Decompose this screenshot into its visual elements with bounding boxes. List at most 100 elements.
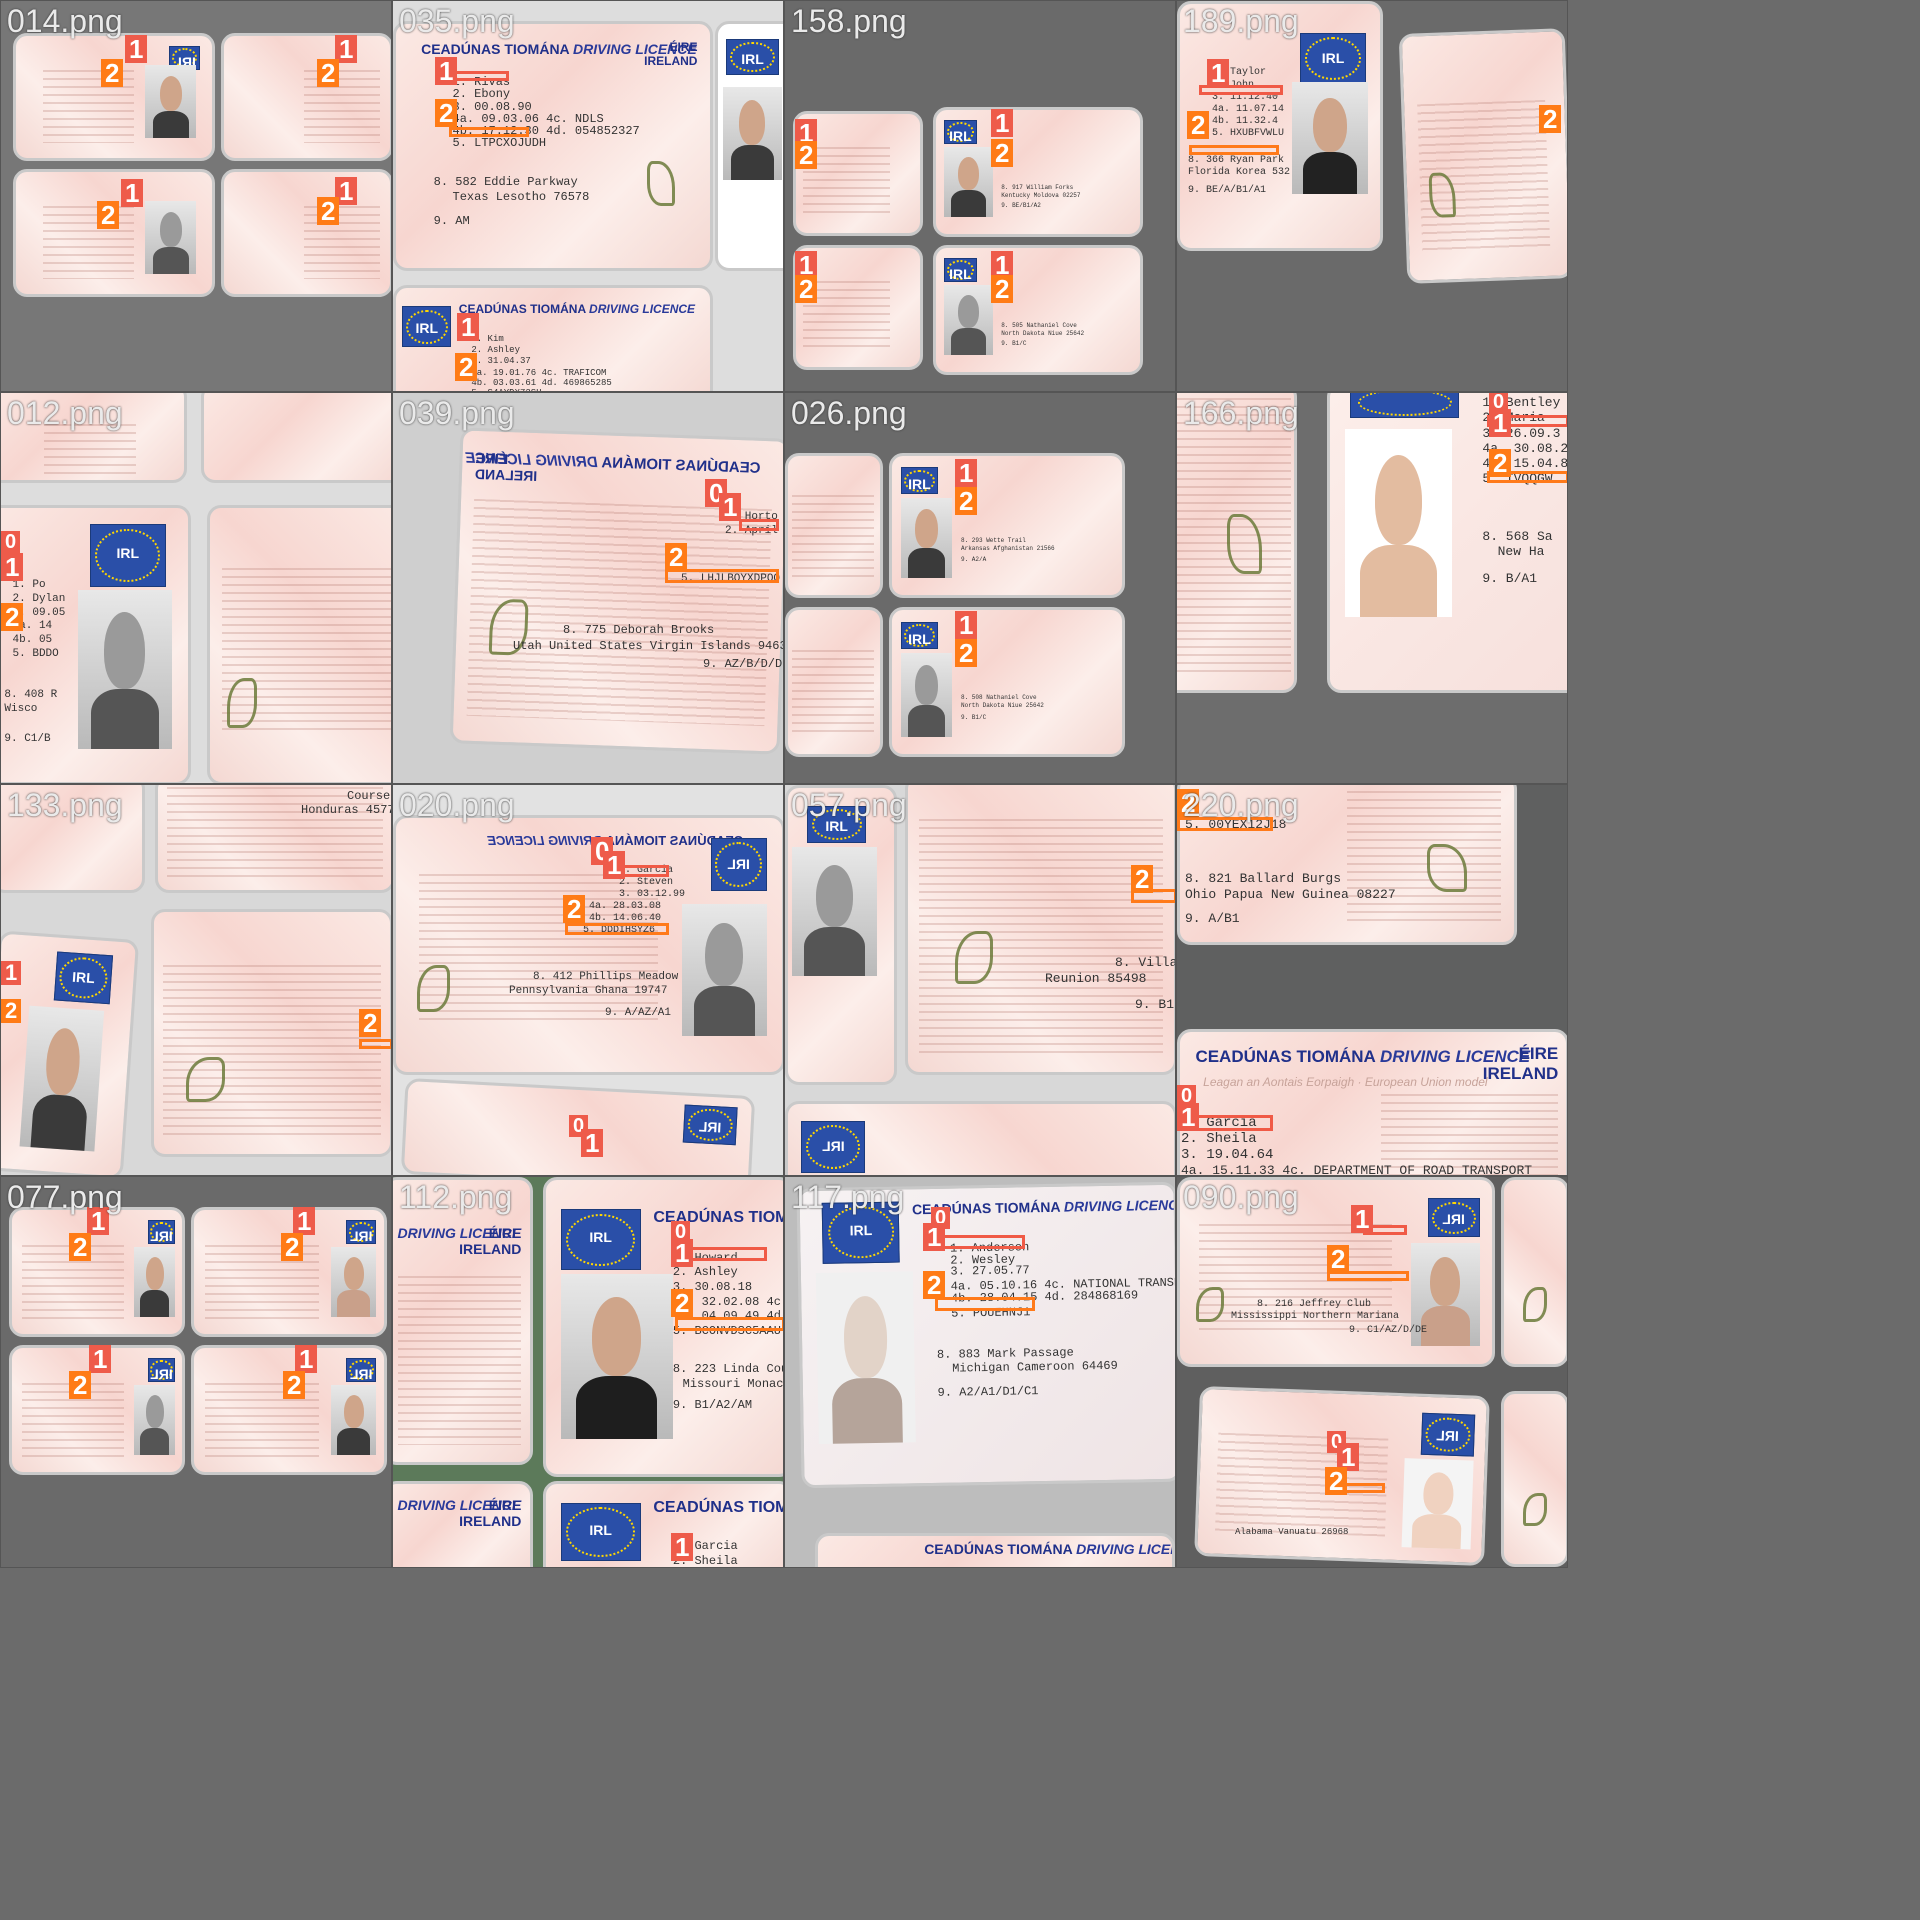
eu-flag: IRL <box>901 621 938 650</box>
field-line: 8. 917 William Forks <box>1001 184 1074 192</box>
label-0: 0 <box>1489 393 1509 413</box>
eu-flag: IRL <box>726 38 779 75</box>
eu-flag: IRL <box>54 951 113 1005</box>
tile-title: 077.png <box>7 1179 123 1215</box>
detection-box <box>1199 85 1283 95</box>
eu-flag: IRL <box>90 524 166 587</box>
tile-112: 112.png DRIVING LICENCE ÉIRE IRELAND IRL … <box>392 1176 784 1568</box>
label-1: 1 <box>1 961 22 985</box>
licence-card: IRL CEADÚNAS TIOMÁNA DRIVING LICENCE 1. … <box>393 285 713 391</box>
photo <box>1402 1458 1474 1550</box>
field-line: 8. 568 Sa <box>1482 528 1553 544</box>
licence-card: IRL <box>785 1101 1175 1175</box>
label-2: 2 <box>1327 1245 1350 1273</box>
field-line: 1. Taylor <box>1212 67 1267 79</box>
field-line: 4a. 11.07.14 <box>1212 104 1285 116</box>
tile-012: 012.png IRL 1. Po 2. Dylan 3. 09.05 4a. … <box>0 392 392 784</box>
field-line: 2. Ashley <box>471 345 520 355</box>
tile-090: 090.png IRL 8. 216 Jeffrey Club Mississi… <box>1176 1176 1568 1568</box>
field-line: 3. 09.05 <box>12 606 66 619</box>
field-line: 9. AM <box>433 214 470 229</box>
harp-icon <box>417 965 451 1012</box>
tile-title: 117.png <box>791 1179 905 1215</box>
licence-card: IRL 8. 917 William Forks Kentucky Moldov… <box>933 107 1143 237</box>
harp-icon <box>1522 1492 1548 1526</box>
tile-title: 090.png <box>1183 1179 1299 1215</box>
field-line: 2. Ebony <box>452 87 511 102</box>
field-line: 4b. 03.03.61 4d. 469865285 <box>471 378 612 389</box>
licence-card: IRL 8. 293 Wette Trail Arkansas Afghanis… <box>889 453 1125 598</box>
licence-title: CEADÚNAS TIOMÁNA DRIVING LICENCE <box>458 301 696 316</box>
field-line: Alabama Vanuatu 26968 <box>1235 1527 1349 1537</box>
field-line: 8. 216 Jeffrey Club <box>1257 1299 1372 1310</box>
field-line: Mississippi Northern Mariana <box>1231 1311 1400 1322</box>
field-line: 9. B1/C <box>961 713 987 721</box>
licence-country: ÉIRE IRELAND <box>474 449 538 484</box>
field-line: 8. 366 Ryan Park <box>1188 155 1285 167</box>
licence-card: IRL <box>191 1345 387 1475</box>
field-line: 8. 582 Eddie Parkway <box>433 175 578 190</box>
field-line: 4a. 19.01.76 4c. TRAFICOM <box>471 367 607 378</box>
licence-card <box>1398 28 1567 284</box>
licence-card: 1. Bentley 2. Maria 3. 26.09.3 4a. 30.08… <box>1327 393 1567 693</box>
harp-icon <box>1427 843 1467 893</box>
tile-014: 014.png IRL 1 2 1 2 1 2 1 2 <box>0 0 392 392</box>
field-line: 1. Kim <box>471 333 504 344</box>
eu-flag: IRL <box>944 119 977 145</box>
licence-country: ÉIRE IRELAND <box>459 1497 522 1530</box>
licence-card: DRIVING LICENCE ÉIRE IRELAND <box>393 1481 533 1567</box>
licence-card: CEADÚNAS TIOMÁNA DRIVING LICENCE <box>815 1533 1175 1567</box>
photo <box>330 1385 377 1455</box>
licence-card <box>905 785 1175 1075</box>
eu-flag: IRL <box>682 1104 738 1146</box>
licence-card <box>207 505 391 783</box>
detection-box <box>451 71 509 81</box>
field-line: Course <box>347 789 391 803</box>
tile-020: 020.png CEADÚNAS TIOMÁNA DRIVING LICENCE… <box>392 784 784 1176</box>
label-1: 1 <box>1337 1443 1360 1471</box>
field-line: 4a. 09.03.06 4c. NDLS <box>452 111 604 126</box>
label-2: 2 <box>317 197 340 225</box>
field-line: New Ha <box>1497 544 1545 560</box>
tile-026: 026.png IRL 8. 293 Wette Trail Arkansas … <box>784 392 1176 784</box>
label-2: 2 <box>435 99 458 127</box>
label-1: 1 <box>603 851 626 879</box>
licence-card <box>1177 393 1297 693</box>
field-line: 5. BDDO <box>12 647 59 660</box>
licence-card <box>785 453 883 598</box>
field-line: 9. C1/AZ/D/DE <box>1349 1325 1428 1336</box>
licence-title: CEADÚNAS TIOMÁNA DRIVING LICENCE <box>1195 1047 1531 1067</box>
licence-card <box>1 785 145 893</box>
field-line: 8. 293 Wette Trail <box>961 536 1026 544</box>
label-1: 1 <box>1351 1205 1374 1233</box>
label-1: 1 <box>955 611 978 639</box>
photo <box>330 1247 377 1317</box>
harp-icon <box>1522 1286 1548 1323</box>
tile-title: 026.png <box>791 395 907 431</box>
licence-card: IRL CEADÚNAS TIOMÁNA 1. Howard 2. Ashley… <box>543 1177 784 1477</box>
licence-card <box>13 169 215 297</box>
detection-box <box>939 1235 1025 1249</box>
licence-country: ÉIRE IRELAND <box>1482 1044 1559 1083</box>
tile-title: 014.png <box>7 3 123 39</box>
licence-title: CEADÚNAS TIOMÁNA DRIVING LICENCE <box>421 41 697 58</box>
field-line: Pennsylvania Ghana 19747 <box>509 985 668 997</box>
licence-model-note: Leagan an Aontais Eorpaigh · European Un… <box>1203 1075 1488 1090</box>
eu-flag: IRL <box>901 467 938 495</box>
eu-flag: IRL <box>801 1120 866 1174</box>
photo <box>77 590 172 750</box>
field-line: 3. 11.12.40 <box>1212 91 1279 103</box>
field-line: Missouri Monaco <box>682 1376 784 1391</box>
label-2: 2 <box>1131 865 1154 893</box>
licence-card <box>221 33 391 161</box>
licence-country: ÉIRE IRELAND <box>459 1225 522 1258</box>
field-line: 1. Garcia <box>1181 1115 1257 1131</box>
tile-133: 133.png Course Honduras 45774 IRL 1 2 2 <box>0 784 392 1176</box>
field-line: Michigan Cameroon 64469 <box>952 1359 1118 1377</box>
photo <box>1292 82 1368 195</box>
label-2: 2 <box>359 1009 382 1037</box>
label-1: 1 <box>87 1207 110 1235</box>
field-line: 3. 00.08.90 <box>452 99 532 114</box>
licence-card: IRL 1. Po 2. Dylan 3. 09.05 4a. 14 4b. 0… <box>1 505 191 783</box>
licence-title: CEADÚNAS TIOMÁNA DRIVING LICENCE <box>924 1541 1172 1558</box>
